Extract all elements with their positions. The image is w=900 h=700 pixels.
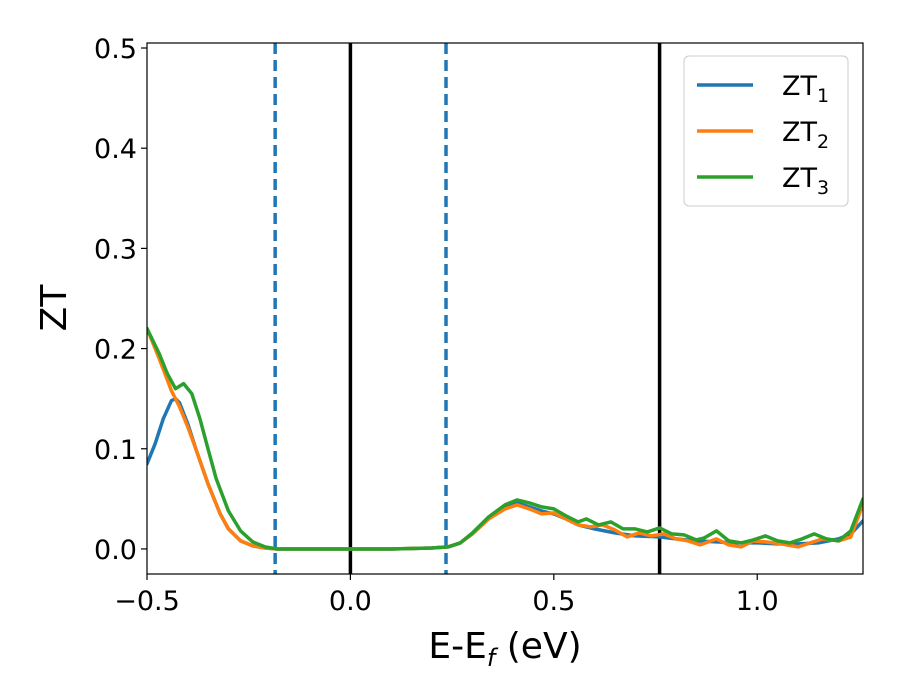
y-axis: 0.0 0.1 0.2 0.3 0.4 0.5	[94, 34, 147, 566]
y-tick-label: 0.1	[94, 435, 137, 466]
x-tick-label: −0.5	[114, 586, 180, 617]
x-axis-label: E-Ef (eV)	[428, 626, 581, 672]
legend-label-zt1: ZT1	[782, 71, 829, 107]
y-tick-label: 0.3	[94, 234, 137, 265]
x-axis: −0.5 0.0 0.5 1.0	[114, 574, 779, 617]
legend-label-zt2: ZT2	[782, 117, 829, 153]
series-line-zt3	[147, 326, 863, 551]
y-tick-label: 0.2	[94, 335, 137, 366]
plot-frame	[146, 42, 864, 575]
series-layer	[147, 326, 863, 551]
x-tick-label: 1.0	[736, 586, 779, 617]
y-tick-label: 0.5	[94, 34, 137, 65]
legend-label-zt3: ZT3	[782, 163, 829, 199]
x-tick-label: 0.5	[532, 586, 575, 617]
reference-lines	[273, 43, 662, 574]
legend-frame	[683, 55, 849, 207]
legend: ZT1 ZT2 ZT3	[683, 55, 849, 207]
y-tick-label: 0.4	[94, 134, 137, 165]
x-tick-label: 0.0	[329, 586, 372, 617]
y-tick-label: 0.0	[94, 535, 137, 566]
y-axis-label: ZT	[34, 284, 75, 332]
